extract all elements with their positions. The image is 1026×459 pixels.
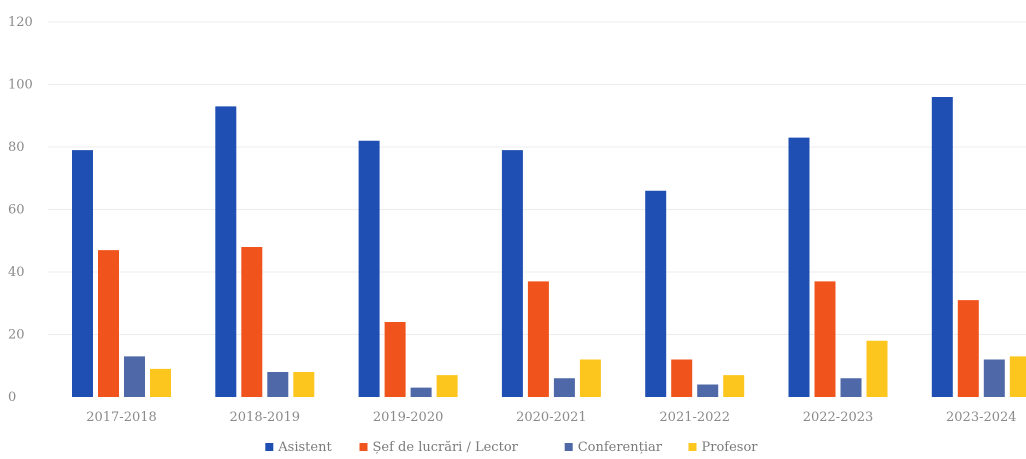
bar-2019-2020-0 xyxy=(358,140,380,397)
bar-2023-2024-2 xyxy=(983,359,1005,397)
bars xyxy=(72,97,1026,397)
bar-2020-2021-1 xyxy=(527,281,549,397)
x-axis-ticks: 2017-2018 2018-2019 2019-2020 2020-2021 2021… xyxy=(86,410,1016,425)
y-tick-label: 80 xyxy=(8,140,25,155)
legend-item: Asistent xyxy=(265,440,332,455)
x-tick-label: 2017-2018 xyxy=(86,410,157,425)
legend-swatch xyxy=(359,443,368,451)
x-tick-label: 2021-2022 xyxy=(659,410,730,425)
bar-2018-2019-2 xyxy=(267,372,289,397)
bar-2017-2018-3 xyxy=(150,368,171,397)
bar-2022-2023-2 xyxy=(840,378,862,397)
bar-2021-2022-1 xyxy=(671,359,693,397)
bar-2019-2020-2 xyxy=(410,387,432,397)
bar-2017-2018-2 xyxy=(124,356,145,397)
y-tick-label: 100 xyxy=(8,78,33,93)
bar-2022-2023-0 xyxy=(788,137,810,397)
bar-2017-2018-1 xyxy=(98,250,119,397)
legend: Asistent Șef de lucrări / Lector Conferenț… xyxy=(265,440,758,455)
bar-2020-2021-0 xyxy=(501,150,523,397)
bar-2023-2024-0 xyxy=(931,97,953,397)
bar-2019-2020-1 xyxy=(384,322,406,397)
x-tick-label: 2019-2020 xyxy=(373,410,444,425)
bar-2018-2019-3 xyxy=(293,372,315,397)
bar-2019-2020-3 xyxy=(436,375,458,397)
bar-2020-2021-2 xyxy=(553,378,575,397)
bar-2021-2022-3 xyxy=(723,375,745,397)
gridlines xyxy=(48,21,1026,335)
y-tick-label: 40 xyxy=(8,265,25,280)
legend-swatch xyxy=(564,443,573,451)
x-tick-label: 2022-2023 xyxy=(803,410,874,425)
bar-2020-2021-3 xyxy=(579,359,601,397)
y-axis-ticks: 0 20 40 60 80 100 120 xyxy=(8,15,33,405)
y-tick-label: 60 xyxy=(8,203,25,218)
bar-2022-2023-3 xyxy=(866,340,888,397)
legend-item: Conferențiar xyxy=(564,440,663,455)
x-tick-label: 2018-2019 xyxy=(230,410,301,425)
bar-2017-2018-0 xyxy=(72,150,93,397)
legend-label: Profesor xyxy=(702,440,759,455)
y-tick-label: 120 xyxy=(8,15,33,30)
x-tick-label: 2023-2024 xyxy=(946,410,1017,425)
bar-2023-2024-3 xyxy=(1009,356,1026,397)
y-tick-label: 0 xyxy=(8,390,16,405)
legend-swatch xyxy=(265,443,274,451)
legend-label: Șef de lucrări / Lector xyxy=(373,440,519,455)
legend-item: Profesor xyxy=(688,440,759,455)
legend-item: Șef de lucrări / Lector xyxy=(359,440,519,455)
bar-2021-2022-2 xyxy=(697,384,719,397)
legend-label: Asistent xyxy=(277,440,332,455)
x-tick-label: 2020-2021 xyxy=(516,410,587,425)
y-tick-label: 20 xyxy=(8,328,25,343)
bar-2018-2019-0 xyxy=(215,106,237,397)
bar-2023-2024-1 xyxy=(957,300,979,397)
bar-2021-2022-0 xyxy=(645,190,667,397)
legend-swatch xyxy=(688,443,697,451)
bar-2018-2019-1 xyxy=(241,247,263,397)
bar-2022-2023-1 xyxy=(814,281,836,397)
legend-label: Conferențiar xyxy=(578,440,663,455)
